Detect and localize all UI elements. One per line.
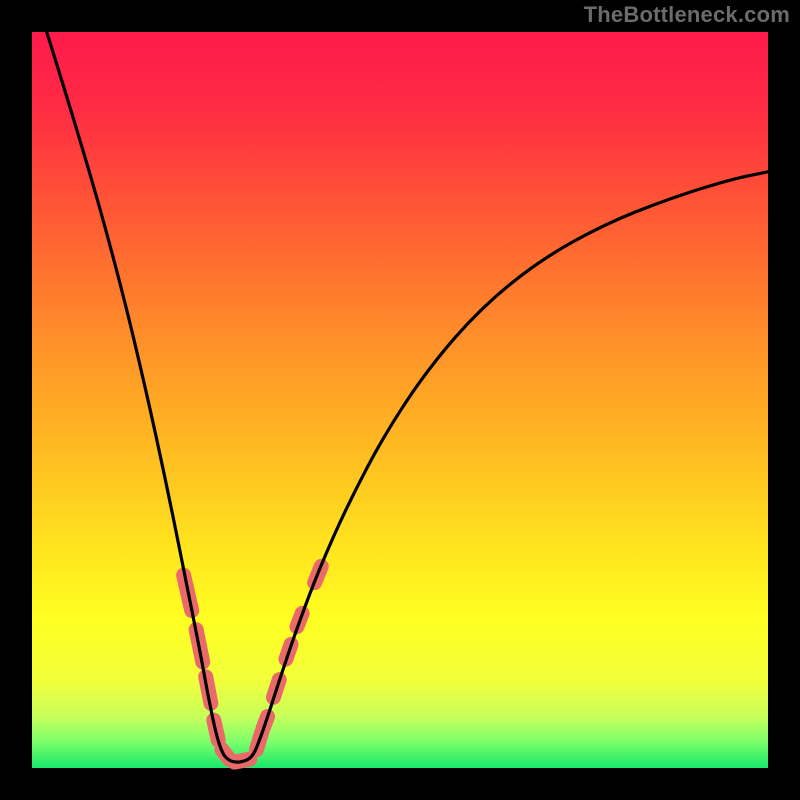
chart-svg (0, 0, 800, 800)
plot-area (32, 32, 768, 768)
stage: TheBottleneck.com (0, 0, 800, 800)
watermark-text: TheBottleneck.com (584, 2, 790, 28)
